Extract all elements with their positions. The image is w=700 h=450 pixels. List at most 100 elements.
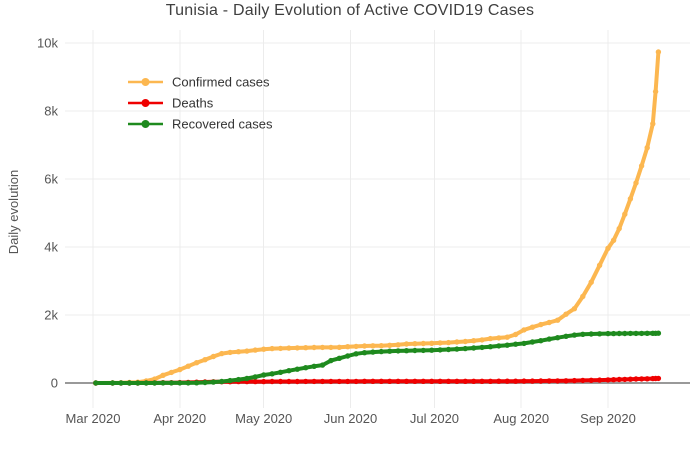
data-point-marker (261, 346, 267, 352)
data-point-marker (655, 49, 662, 55)
data-point-marker (462, 378, 468, 384)
x-tick-label: Jun 2020 (324, 411, 378, 426)
data-point-marker (286, 378, 292, 385)
data-point-marker (622, 211, 628, 217)
data-point-marker (538, 338, 544, 344)
data-point-marker (610, 237, 617, 243)
data-point-marker (202, 379, 208, 386)
data-point-marker (454, 339, 460, 345)
data-point-marker (471, 378, 477, 384)
data-point-marker (610, 377, 617, 383)
data-point-marker (311, 363, 317, 369)
data-point-marker (345, 378, 351, 385)
x-tick-label: Mar 2020 (66, 411, 121, 426)
data-point-marker (605, 377, 611, 383)
data-point-marker (277, 345, 284, 352)
legend-item-label: Recovered cases (172, 117, 273, 132)
data-point-marker (529, 324, 536, 330)
legend-item-deaths[interactable]: Deaths (128, 96, 214, 111)
data-point-marker (387, 342, 393, 348)
data-point-marker (627, 330, 634, 337)
data-point-marker (521, 378, 527, 384)
data-point-marker (538, 378, 544, 384)
x-tick-label: Aug 2020 (493, 411, 549, 426)
legend-item-confirmed-cases[interactable]: Confirmed cases (128, 75, 270, 90)
data-point-marker (596, 262, 603, 268)
data-point-marker (160, 372, 166, 378)
data-point-marker (650, 121, 656, 127)
data-point-marker (588, 279, 594, 285)
data-point-marker (126, 380, 133, 386)
data-point-marker (546, 319, 552, 326)
data-point-marker (655, 330, 662, 336)
data-point-marker (235, 376, 242, 383)
data-point-marker (336, 378, 342, 385)
data-point-marker (580, 331, 586, 337)
data-point-marker (538, 321, 544, 328)
data-point-marker (395, 378, 401, 384)
data-point-marker (277, 378, 284, 385)
data-point-marker (269, 378, 275, 385)
data-point-marker (378, 378, 384, 384)
data-point-marker (277, 369, 284, 375)
legend-marker-dot (141, 120, 150, 128)
y-tick-label: 8k (44, 104, 58, 119)
data-point-marker (151, 376, 158, 382)
data-point-marker (294, 345, 300, 351)
legend: Confirmed cases Deaths Recovered cases (128, 75, 273, 132)
x-tick-label: May 2020 (235, 411, 292, 426)
data-point-marker (512, 331, 519, 338)
data-point-marker (429, 340, 435, 346)
data-point-marker (546, 336, 552, 342)
data-point-marker (496, 343, 502, 349)
legend-item-label: Deaths (172, 96, 214, 111)
data-point-marker (319, 362, 326, 368)
data-point-marker (633, 330, 639, 337)
data-point-marker (219, 350, 225, 357)
data-point-marker (395, 348, 401, 354)
data-point-marker (487, 378, 494, 384)
data-point-marker (151, 380, 158, 386)
data-point-marker (378, 348, 384, 355)
data-point-marker (512, 378, 519, 384)
data-point-marker (563, 311, 569, 317)
data-point-marker (252, 347, 258, 353)
data-point-marker (143, 380, 149, 386)
data-point-marker (286, 345, 292, 351)
data-point-marker (471, 345, 477, 351)
data-point-marker (571, 332, 578, 338)
data-point-marker (336, 355, 342, 361)
data-point-marker (479, 378, 485, 384)
data-point-marker (328, 378, 334, 385)
data-point-marker (487, 344, 494, 350)
data-point-marker (554, 378, 561, 384)
data-point-marker (616, 330, 622, 337)
data-point-marker (512, 341, 519, 347)
data-point-marker (345, 353, 351, 359)
data-point-marker (319, 378, 326, 385)
data-point-marker (529, 339, 536, 345)
data-point-marker (311, 344, 317, 351)
y-tick-label: 10k (37, 36, 58, 51)
data-point-marker (610, 330, 617, 337)
data-point-marker (328, 357, 334, 364)
x-tick-labels: Mar 2020 Apr 2020 May 2020 Jun 2020 Jul 2020… (66, 411, 636, 426)
data-point-marker (261, 372, 267, 378)
data-point-marker (437, 347, 443, 353)
data-point-marker (479, 337, 485, 343)
data-point-marker (193, 360, 200, 366)
x-tick-label: Apr 2020 (153, 411, 206, 426)
data-point-marker (437, 378, 443, 384)
data-point-marker (496, 335, 502, 341)
data-point-marker (644, 145, 650, 151)
data-point-marker (227, 377, 233, 384)
data-point-marker (546, 378, 552, 384)
data-point-marker (420, 378, 426, 384)
data-point-marker (596, 377, 603, 383)
data-point-marker (638, 376, 645, 382)
data-point-marker (412, 347, 418, 354)
legend-item-recovered-cases[interactable]: Recovered cases (128, 117, 273, 132)
y-tick-label: 6k (44, 172, 58, 187)
